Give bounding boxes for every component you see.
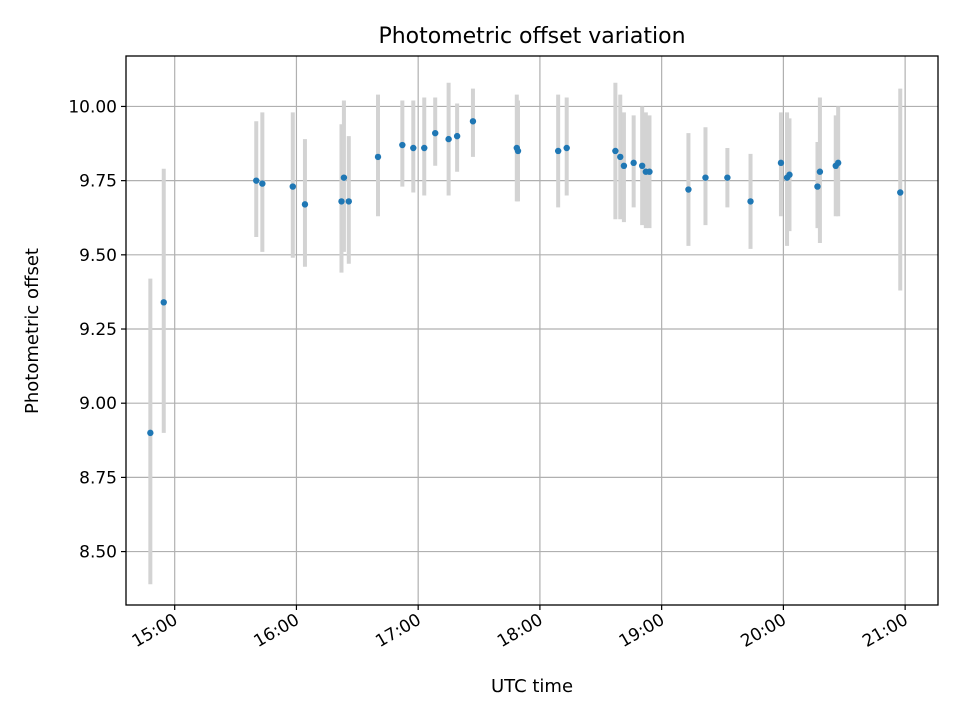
data-point [814, 183, 821, 190]
data-point [724, 174, 731, 181]
data-point [338, 198, 345, 205]
grid-layer [126, 56, 938, 605]
data-point [834, 159, 842, 167]
x-axis-label: UTC time [491, 676, 573, 697]
data-point [554, 147, 562, 155]
data-point [630, 159, 637, 167]
data-point [620, 162, 628, 169]
data-point [340, 174, 348, 181]
data-point [786, 171, 793, 178]
y-tick-label: 8.50 [79, 543, 117, 563]
data-point [253, 177, 260, 184]
data-point [702, 174, 709, 181]
data-point [399, 141, 406, 149]
data-point [301, 201, 309, 208]
data-point [685, 186, 692, 193]
y-tick-label: 10.00 [68, 97, 117, 117]
y-tick-label: 9.75 [79, 172, 117, 192]
data-point [646, 168, 653, 175]
data-point [563, 144, 570, 152]
data-point [638, 162, 646, 169]
data-point [410, 144, 417, 152]
data-point [816, 168, 824, 175]
plot-frame [125, 55, 939, 606]
data-point [147, 429, 154, 437]
data-point [345, 198, 352, 205]
data-point [469, 118, 477, 125]
data-point [432, 129, 439, 137]
point-layer [147, 118, 904, 437]
data-point [445, 135, 452, 143]
data-point [259, 180, 266, 187]
y-tick-label: 8.75 [79, 468, 117, 488]
data-point [289, 183, 296, 190]
data-point [897, 189, 904, 196]
y-tick-label: 9.00 [79, 394, 117, 414]
data-point [612, 147, 619, 155]
y-axis-label: Photometric offset [22, 248, 43, 414]
data-point [617, 153, 624, 161]
data-point [514, 147, 522, 155]
data-point [160, 299, 167, 306]
data-point [453, 132, 461, 140]
data-point [777, 159, 785, 167]
y-axis: 8.50 8.75 9.00 9.25 9.50 9.75 10.00 [68, 97, 126, 563]
y-tick-label: 9.50 [79, 246, 117, 266]
y-tick-label: 9.25 [79, 320, 117, 340]
data-point [374, 153, 382, 161]
data-point [421, 144, 428, 152]
data-point [747, 198, 754, 205]
chart-title: Photometric offset variation [378, 24, 685, 49]
